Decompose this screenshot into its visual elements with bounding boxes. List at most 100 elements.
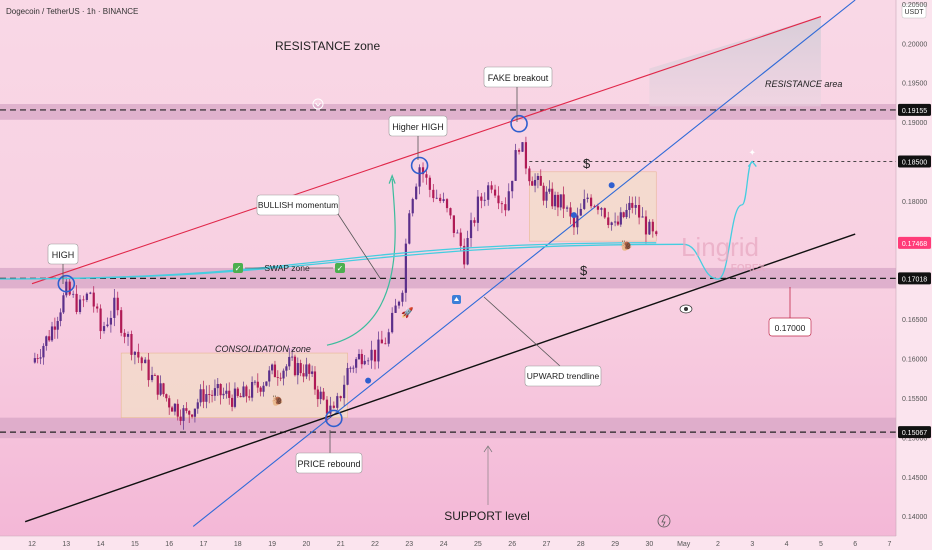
zone-band-0 bbox=[0, 104, 896, 120]
candle-67 bbox=[239, 392, 242, 398]
candle-175 bbox=[583, 189, 586, 211]
candle-6 bbox=[50, 321, 54, 343]
upward-trendline-label: UPWARD trendline bbox=[527, 371, 600, 381]
watermark-brand: Lingrid bbox=[681, 232, 759, 262]
candle-108 bbox=[360, 349, 363, 369]
time-tick-0: 12 bbox=[28, 541, 36, 548]
candle-2 bbox=[39, 349, 42, 365]
higher-high-label: Higher HIGH bbox=[392, 122, 444, 132]
candle-20 bbox=[96, 303, 99, 313]
candle-23 bbox=[106, 317, 109, 328]
high-label: HIGH bbox=[52, 250, 75, 260]
price-tag-3: 0.17018 bbox=[898, 272, 931, 285]
price-tick-9: 0.16000 bbox=[902, 357, 927, 364]
resistance-zone-label: RESISTANCE zone bbox=[275, 39, 380, 53]
candle-166 bbox=[553, 191, 557, 210]
candle-81 bbox=[279, 372, 282, 382]
candle-142 bbox=[476, 190, 479, 232]
price-tick-11: 0.15000 bbox=[902, 435, 927, 442]
time-axis[interactable] bbox=[0, 536, 932, 550]
price-tag-0: 0.19155 bbox=[898, 103, 931, 116]
currency-badge[interactable] bbox=[901, 3, 927, 19]
candle-66 bbox=[236, 386, 239, 398]
candle-107 bbox=[357, 349, 361, 360]
time-tick-7: 19 bbox=[268, 541, 276, 548]
support-level-callout: SUPPORT level bbox=[444, 445, 530, 523]
time-tick-4: 16 bbox=[165, 541, 173, 548]
candle-7 bbox=[53, 317, 56, 339]
candle-72 bbox=[253, 380, 257, 386]
price-tick-1: 0.20000 bbox=[902, 41, 927, 48]
eye-icon bbox=[679, 304, 693, 314]
candle-197 bbox=[655, 230, 658, 237]
candle-176 bbox=[586, 193, 589, 203]
candle-177 bbox=[589, 194, 593, 209]
price-tick-8: 0.16500 bbox=[902, 317, 927, 324]
candle-120 bbox=[401, 290, 404, 307]
candle-165 bbox=[551, 182, 554, 210]
candle-38 bbox=[156, 375, 159, 400]
price-tick-13: 0.14000 bbox=[902, 514, 927, 521]
candle-116 bbox=[387, 328, 390, 347]
time-tick-25: 7 bbox=[888, 541, 892, 548]
candle-88 bbox=[299, 359, 302, 377]
candle-34 bbox=[144, 357, 147, 364]
high-callout: HIGH bbox=[47, 243, 79, 284]
time-tick-5: 17 bbox=[200, 541, 208, 548]
price-tick-12: 0.14500 bbox=[902, 475, 927, 482]
candle-123 bbox=[411, 197, 414, 217]
time-tick-24: 6 bbox=[853, 541, 857, 548]
candle-161 bbox=[539, 169, 542, 186]
candle-146 bbox=[490, 181, 493, 194]
price-rebound-callout: PRICE rebound bbox=[295, 430, 363, 474]
candle-96 bbox=[322, 388, 325, 401]
candle-36 bbox=[150, 366, 154, 383]
swap-zone-label-group: ✓ SWAP zone ✓ bbox=[233, 263, 345, 273]
price-tick-10: 0.15500 bbox=[902, 396, 927, 403]
candle-15 bbox=[78, 295, 82, 315]
candle-174 bbox=[579, 203, 582, 216]
check-icon-left bbox=[233, 263, 243, 273]
candle-63 bbox=[228, 382, 231, 405]
candle-105 bbox=[352, 365, 355, 373]
time-tick-18: 30 bbox=[646, 541, 654, 548]
candle-29 bbox=[126, 331, 130, 346]
candle-37 bbox=[153, 373, 157, 376]
candle-196 bbox=[651, 219, 654, 238]
candle-133 bbox=[445, 198, 449, 213]
candle-122 bbox=[408, 209, 411, 245]
support-trendline bbox=[24, 233, 856, 523]
candle-13 bbox=[72, 290, 75, 298]
candle-102 bbox=[343, 375, 346, 406]
consolidation-zone-label: CONSOLIDATION zone bbox=[215, 344, 311, 354]
price-tick-0: 0.20500 bbox=[902, 2, 927, 9]
resistance-area-shade bbox=[649, 16, 821, 107]
high-circle bbox=[57, 274, 76, 293]
time-tick-22: 4 bbox=[785, 541, 789, 548]
candle-112 bbox=[373, 349, 377, 370]
candle-89 bbox=[302, 364, 305, 383]
time-tick-14: 26 bbox=[508, 541, 516, 548]
candle-54 bbox=[202, 380, 205, 409]
candle-192 bbox=[638, 196, 641, 225]
candle-100 bbox=[336, 392, 339, 411]
candle-173 bbox=[576, 207, 579, 235]
candle-181 bbox=[603, 207, 606, 219]
candle-90 bbox=[305, 357, 308, 380]
trendline-dot-2 bbox=[570, 212, 577, 219]
candle-49 bbox=[188, 410, 191, 423]
time-tick-9: 21 bbox=[337, 541, 345, 548]
candle-33 bbox=[140, 356, 143, 371]
support-level-label: SUPPORT level bbox=[444, 509, 530, 523]
time-tick-12: 24 bbox=[440, 541, 448, 548]
time-tick-19: May bbox=[677, 541, 691, 548]
candle-162 bbox=[542, 182, 545, 206]
candle-189 bbox=[628, 196, 631, 219]
candle-4 bbox=[45, 335, 48, 351]
candle-44 bbox=[173, 403, 177, 416]
rebound-circle bbox=[325, 409, 343, 428]
candle-28 bbox=[123, 329, 126, 344]
candle-16 bbox=[82, 295, 85, 308]
candle-46 bbox=[179, 409, 182, 426]
